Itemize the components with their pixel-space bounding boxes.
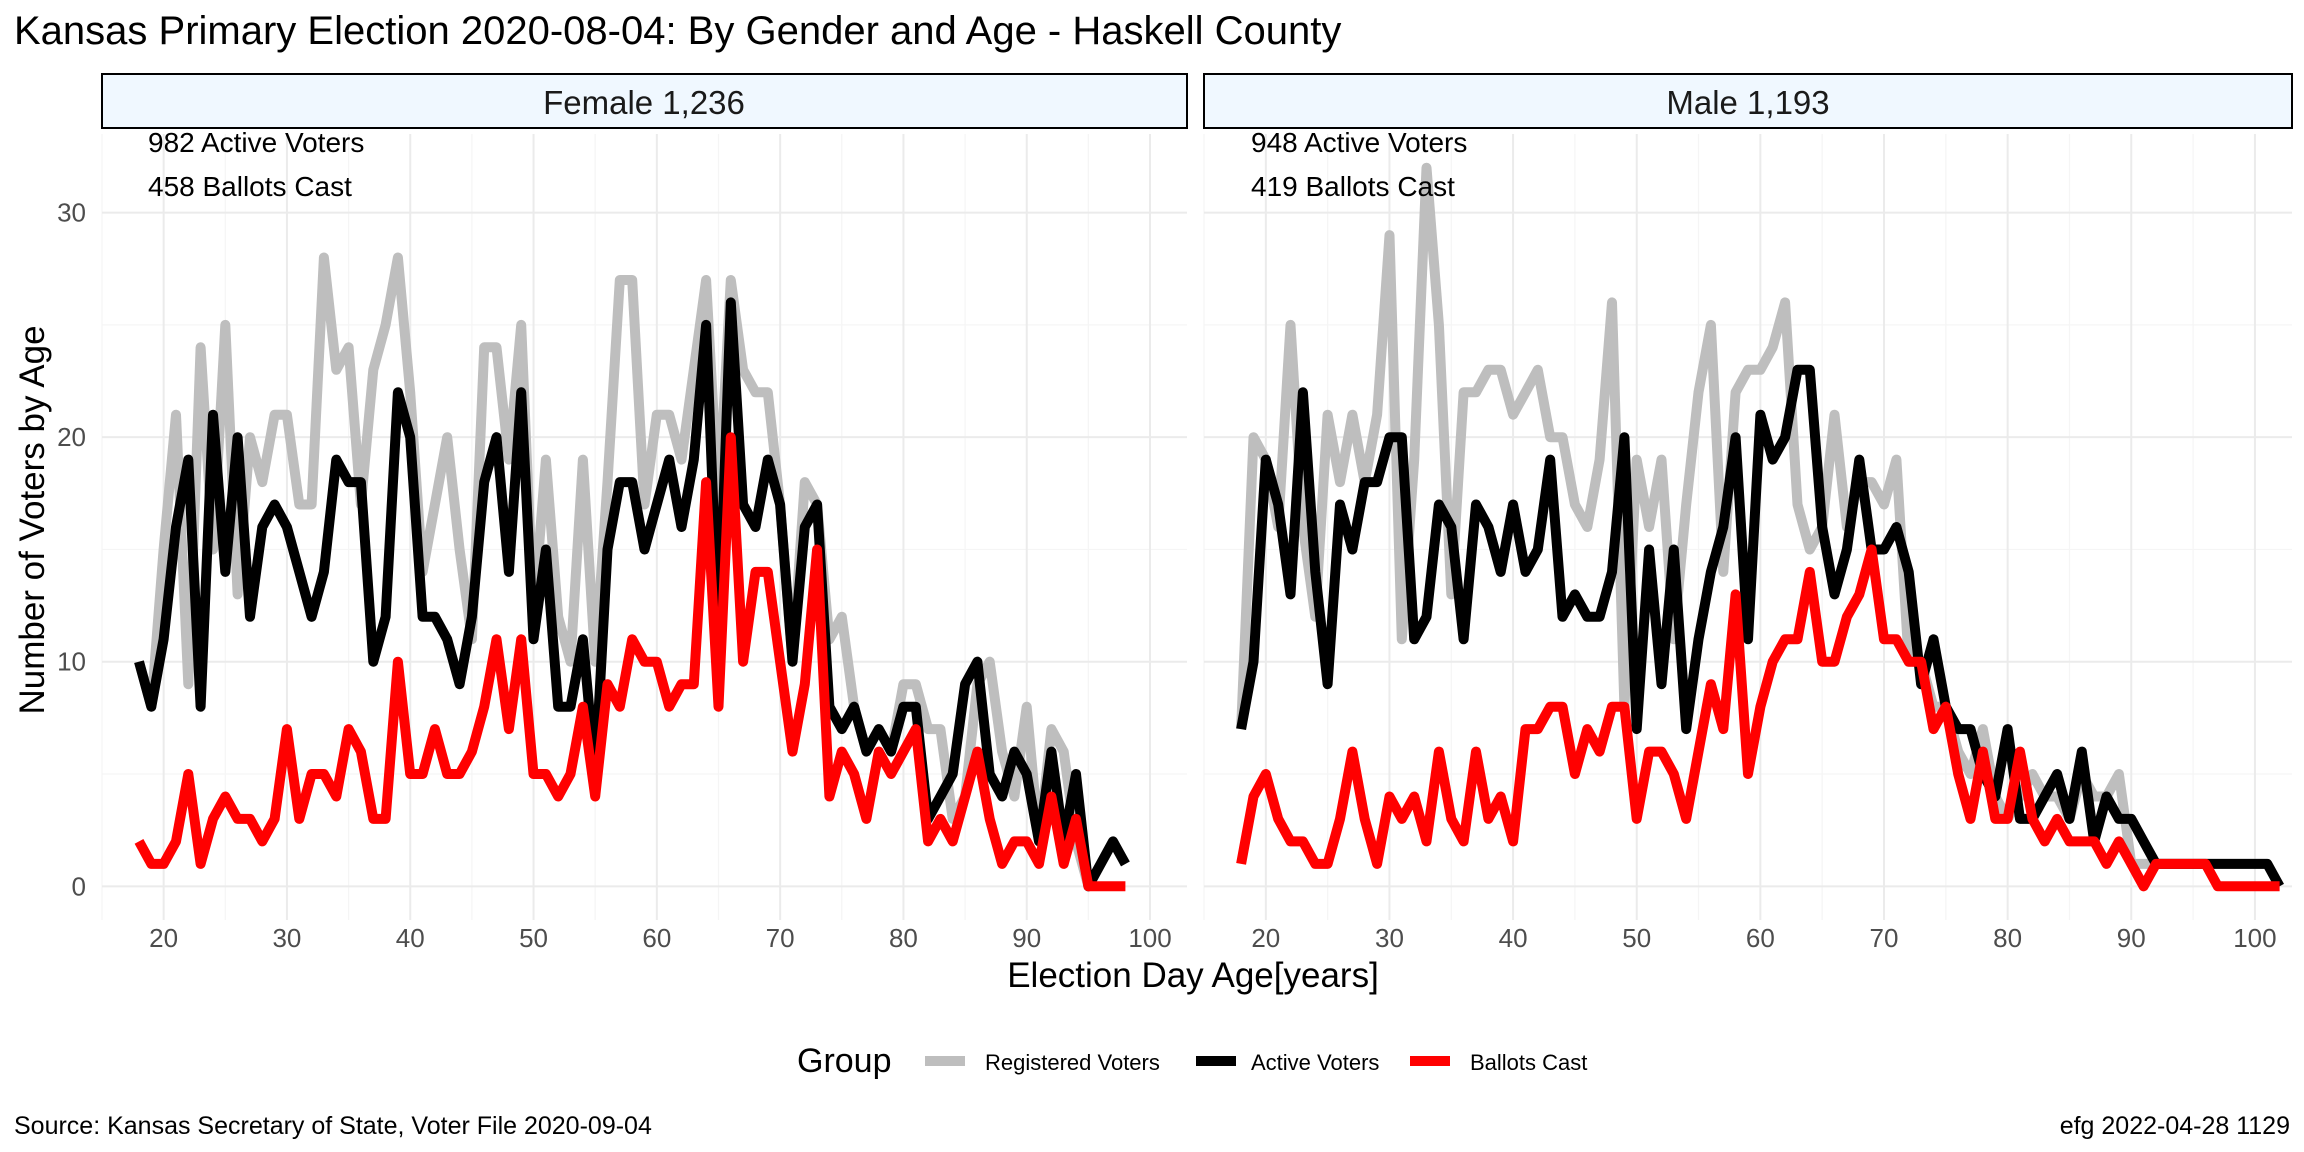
x-tick-label: 100	[2233, 923, 2276, 953]
legend-label-ballots: Ballots Cast	[1470, 1050, 1587, 1075]
strip-male	[1203, 73, 2293, 129]
x-tick-label: 40	[396, 923, 425, 953]
male-annotation-active: 948 Active Voters	[1251, 127, 1467, 158]
female-annotation-active: 982 Active Voters	[148, 127, 364, 158]
x-axis-label: Election Day Age[years]	[1007, 956, 1379, 995]
series-line-registered-voters	[1236, 162, 2268, 869]
x-tick-label: 50	[1622, 923, 1651, 953]
panel-male: Male 1,193 948 Active Voters 419 Ballots…	[1203, 73, 2293, 920]
x-tick-label: 60	[1746, 923, 1775, 953]
y-tick-label: 10	[57, 647, 86, 677]
timestamp-caption: efg 2022-04-28 1129	[2060, 1112, 2290, 1140]
y-tick-label: 30	[57, 198, 86, 228]
x-tick-label: 40	[1499, 923, 1528, 953]
x-tick-label: 80	[889, 923, 918, 953]
x-tick-label: 70	[1870, 923, 1899, 953]
series-female	[134, 252, 1130, 892]
series-line-ballots-cast	[134, 432, 1126, 892]
series-line-active-voters	[1236, 364, 2284, 889]
female-annotation-ballots: 458 Ballots Cast	[148, 171, 352, 202]
x-tick-label: 50	[519, 923, 548, 953]
y-tick-label: 20	[57, 422, 86, 452]
x-tick-label: 80	[1993, 923, 2022, 953]
series-male	[1236, 162, 2284, 892]
strip-male-label: Male 1,193	[1666, 84, 1829, 121]
series-line-ballots-cast	[1236, 544, 2280, 892]
x-tick-label: 30	[272, 923, 301, 953]
x-axis-ticks: 20 30 40 50 60 70 80 90 100 20 30 40 50 60 70 80 90 100	[149, 923, 2276, 953]
grid-male	[1203, 134, 2292, 920]
strip-female-label: Female 1,236	[543, 84, 745, 121]
legend-title: Group	[797, 1042, 892, 1080]
series-line-active-voters	[134, 297, 1130, 892]
x-tick-label: 90	[2117, 923, 2146, 953]
y-axis-ticks: 0 10 20 30	[57, 198, 86, 902]
y-tick-label: 0	[72, 871, 86, 901]
x-tick-label: 30	[1375, 923, 1404, 953]
x-tick-label: 100	[1128, 923, 1171, 953]
source-caption: Source: Kansas Secretary of State, Voter…	[14, 1112, 652, 1140]
legend-label-active: Active Voters	[1251, 1050, 1379, 1075]
x-tick-label: 90	[1012, 923, 1041, 953]
chart-title: Kansas Primary Election 2020-08-04: By G…	[14, 9, 1341, 53]
x-tick-label: 70	[766, 923, 795, 953]
legend-label-registered: Registered Voters	[985, 1050, 1160, 1075]
x-tick-label: 20	[149, 923, 178, 953]
y-axis-label: Number of Voters by Age	[13, 325, 52, 714]
male-annotation-ballots: 419 Ballots Cast	[1251, 171, 1455, 202]
legend: Group Registered Voters Active Voters Ba…	[797, 1042, 1587, 1080]
x-tick-label: 60	[642, 923, 671, 953]
panel-female: Female 1,236 982 Active Voters 458 Ballo…	[101, 73, 1188, 920]
strip-female	[101, 73, 1188, 129]
x-tick-label: 20	[1251, 923, 1280, 953]
